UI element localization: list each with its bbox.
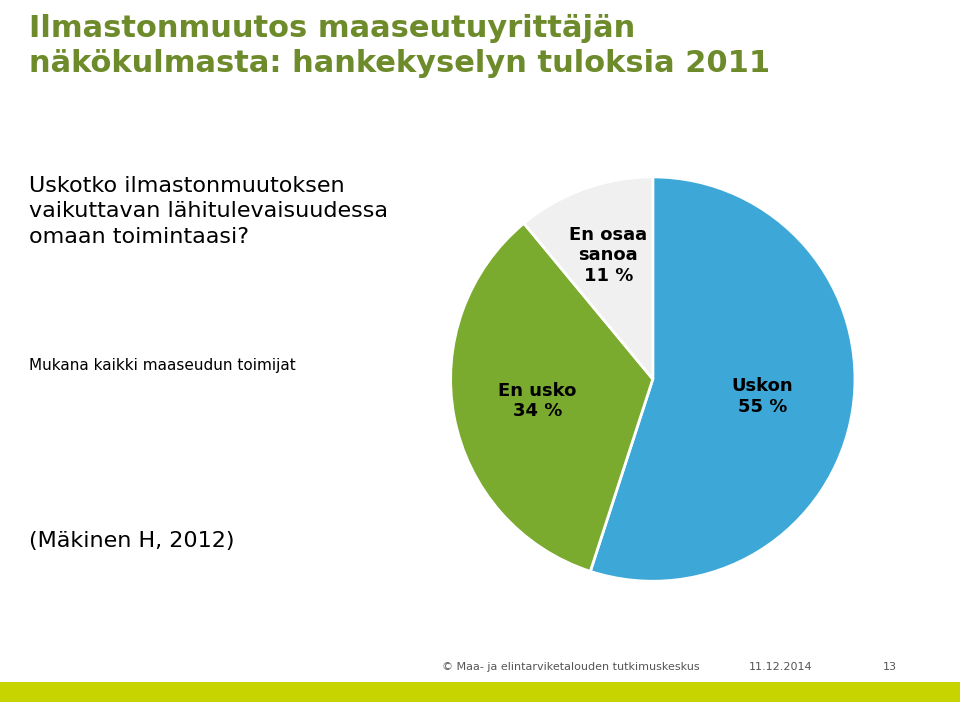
Text: © Maa- ja elintarviketalouden tutkimuskeskus: © Maa- ja elintarviketalouden tutkimuske… — [442, 661, 699, 672]
Text: (Mäkinen H, 2012): (Mäkinen H, 2012) — [29, 531, 234, 551]
Wedge shape — [590, 177, 855, 581]
Text: En osaa
sanoa
11 %: En osaa sanoa 11 % — [569, 225, 647, 285]
Text: Uskon
55 %: Uskon 55 % — [732, 377, 794, 416]
Text: Ilmastonmuutos maaseutuyrittäjän
näkökulmasta: hankekyselyn tuloksia 2011: Ilmastonmuutos maaseutuyrittäjän näkökul… — [29, 14, 770, 78]
Text: 13: 13 — [883, 661, 898, 672]
Text: Mukana kaikki maaseudun toimijat: Mukana kaikki maaseudun toimijat — [29, 358, 296, 373]
Wedge shape — [450, 223, 653, 571]
Text: 11.12.2014: 11.12.2014 — [749, 661, 812, 672]
Wedge shape — [524, 177, 653, 379]
Text: Uskotko ilmastonmuutoksen
vaikuttavan lähitulevaisuudessa
omaan toimintaasi?: Uskotko ilmastonmuutoksen vaikuttavan lä… — [29, 176, 388, 246]
Text: En usko
34 %: En usko 34 % — [498, 382, 577, 420]
